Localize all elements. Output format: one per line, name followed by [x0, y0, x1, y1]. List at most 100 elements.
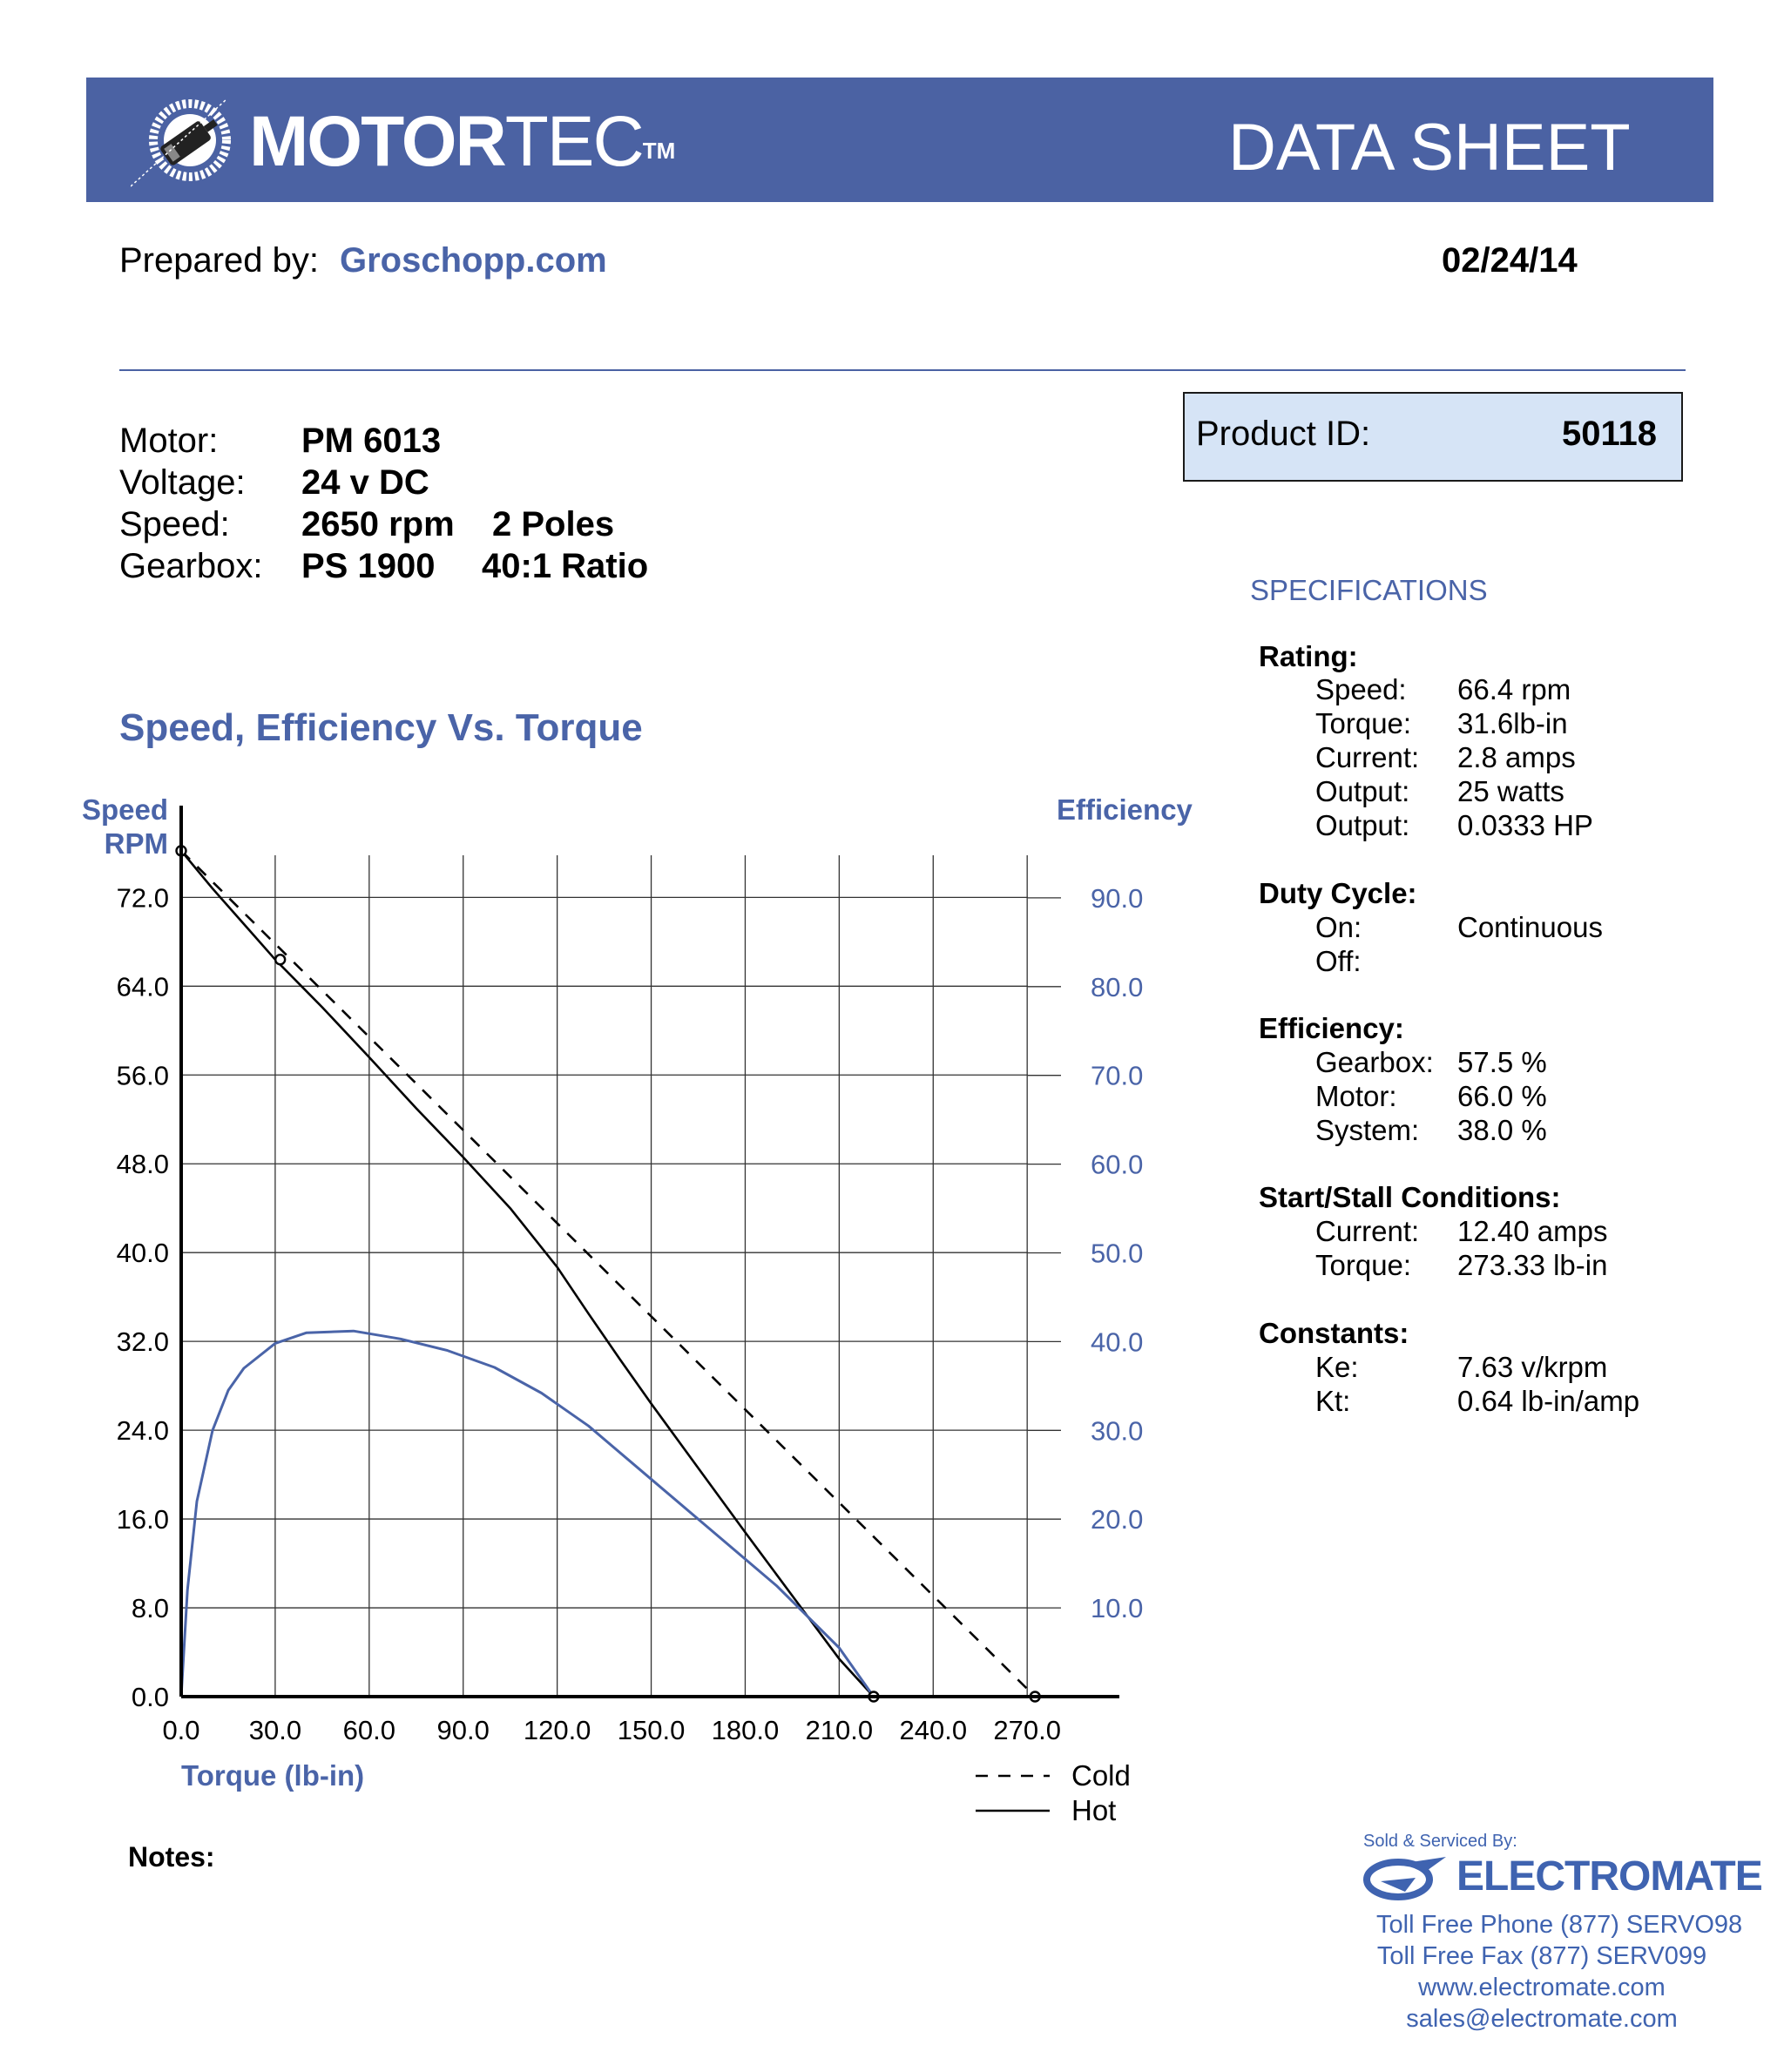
speed-axis-title: Speed	[82, 793, 168, 826]
x-tick-label: 240.0	[899, 1715, 967, 1745]
electromate-logo-icon	[1363, 1857, 1446, 1900]
duty-value: Continuous	[1457, 911, 1603, 943]
x-tick-label: 270.0	[993, 1715, 1061, 1745]
sheet-title: DATA SHEET	[1228, 111, 1631, 185]
gearbox-label: Gearbox:	[119, 547, 263, 585]
poles-value: 2 Poles	[492, 505, 615, 543]
rating-value: 31.6lb-in	[1457, 707, 1568, 739]
y-tick-label: 72.0	[117, 882, 169, 913]
footer-fax: Toll Free Fax (877) SERV099	[1376, 1942, 1707, 1970]
motor-label: Motor:	[119, 422, 219, 460]
x-tick-label: 150.0	[618, 1715, 686, 1745]
brand-thin: TEC	[504, 102, 645, 181]
efficiency-heading: Efficiency:	[1259, 1012, 1404, 1044]
footer-email-link[interactable]: sales@electromate.com	[1406, 2005, 1678, 2033]
series-hot-line	[179, 849, 875, 1697]
specifications-title: SPECIFICATIONS	[1250, 574, 1488, 606]
efficiency-value: 66.0 %	[1457, 1080, 1547, 1112]
rating-value: 0.0333 HP	[1457, 809, 1593, 841]
stall-heading: Start/Stall Conditions:	[1259, 1181, 1561, 1213]
stall-label: Torque:	[1315, 1249, 1412, 1281]
speed-value: 2650 rpm	[301, 505, 455, 543]
duty-label: Off:	[1315, 945, 1362, 977]
x-tick-label: 60.0	[343, 1715, 395, 1745]
speed-label: Speed:	[119, 505, 230, 543]
product-id-label: Product ID:	[1196, 415, 1371, 453]
gearbox-value: PS 1900	[301, 547, 436, 585]
stall-value: 273.33 lb-in	[1457, 1249, 1608, 1281]
efficiency-value: 38.0 %	[1457, 1114, 1547, 1146]
sheet-date: 02/24/14	[1442, 241, 1578, 280]
efficiency-tick-label: 80.0	[1091, 972, 1143, 1002]
x-tick-label: 30.0	[249, 1715, 301, 1745]
torque-axis-title: Torque (lb-in)	[181, 1759, 364, 1792]
motor-value: PM 6013	[301, 422, 442, 460]
y-tick-label: 24.0	[117, 1415, 169, 1446]
y-tick-label: 48.0	[117, 1149, 169, 1179]
series-efficiency-line	[179, 1329, 875, 1697]
data-point-marker	[274, 954, 287, 966]
rating-value: 66.4 rpm	[1457, 673, 1571, 705]
product-id-box	[1183, 392, 1683, 482]
constants-label: Ke:	[1315, 1351, 1359, 1383]
rating-value: 25 watts	[1457, 775, 1564, 807]
rating-label: Torque:	[1315, 707, 1412, 739]
efficiency-value: 57.5 %	[1457, 1046, 1547, 1078]
efficiency-axis-title: Efficiency	[1057, 793, 1193, 826]
prepared-by-label: Prepared by:	[119, 241, 320, 280]
header-divider	[119, 369, 1686, 371]
brand-bold: MOTOR	[249, 102, 507, 181]
efficiency-tick-label: 60.0	[1091, 1150, 1143, 1180]
chart-title: Speed, Efficiency Vs. Torque	[119, 706, 643, 749]
y-tick-label: 40.0	[117, 1238, 169, 1268]
sold-by-label: Sold & Serviced By:	[1363, 1832, 1517, 1851]
efficiency-tick-label: 50.0	[1091, 1238, 1143, 1269]
y-tick-label: 16.0	[117, 1504, 169, 1535]
trademark: TM	[642, 138, 676, 164]
notes-label: Notes:	[128, 1841, 215, 1873]
y-tick-label: 64.0	[117, 971, 169, 1002]
series-cold-line	[180, 849, 1037, 1697]
rating-label: Output:	[1315, 775, 1410, 807]
y-tick-label: 8.0	[132, 1593, 169, 1623]
legend-hot-label: Hot	[1071, 1794, 1116, 1826]
y-tick-label: 32.0	[117, 1326, 169, 1357]
efficiency-tick-label: 10.0	[1091, 1593, 1143, 1623]
stall-value: 12.40 amps	[1457, 1215, 1608, 1247]
stall-label: Current:	[1315, 1215, 1420, 1247]
voltage-label: Voltage:	[119, 463, 246, 502]
efficiency-tick-label: 40.0	[1091, 1326, 1143, 1357]
voltage-value: 24 v DC	[301, 463, 429, 502]
rating-label: Speed:	[1315, 673, 1407, 705]
ratio-value: 40:1 Ratio	[482, 547, 649, 585]
constants-value: 7.63 v/krpm	[1457, 1351, 1608, 1383]
efficiency-label: Motor:	[1315, 1080, 1397, 1112]
constants-label: Kt:	[1315, 1385, 1351, 1417]
efficiency-tick-label: 70.0	[1091, 1061, 1143, 1091]
rating-label: Current:	[1315, 741, 1420, 773]
electromate-name: ELECTROMATE	[1456, 1853, 1763, 1900]
x-tick-label: 120.0	[524, 1715, 591, 1745]
efficiency-label: System:	[1315, 1114, 1420, 1146]
footer-website-link[interactable]: www.electromate.com	[1418, 1974, 1666, 2001]
efficiency-label: Gearbox:	[1315, 1046, 1434, 1078]
efficiency-tick-label: 90.0	[1091, 883, 1143, 914]
duty-label: On:	[1315, 911, 1362, 943]
motortec-logo-icon	[131, 98, 231, 187]
rpm-axis-title: RPM	[105, 827, 168, 860]
prepared-by-value: Groschopp.com	[340, 241, 607, 280]
brand-name: MOTORTECTM	[249, 106, 675, 178]
y-tick-label: 0.0	[132, 1682, 169, 1712]
efficiency-tick-label: 30.0	[1091, 1415, 1143, 1446]
x-tick-label: 180.0	[712, 1715, 780, 1745]
legend-cold-label: Cold	[1071, 1759, 1131, 1792]
rating-label: Output:	[1315, 809, 1410, 841]
rating-value: 2.8 amps	[1457, 741, 1576, 773]
header-band	[86, 78, 1713, 202]
constants-heading: Constants:	[1259, 1317, 1409, 1349]
constants-value: 0.64 lb-in/amp	[1457, 1385, 1640, 1417]
y-tick-label: 56.0	[117, 1060, 169, 1090]
x-tick-label: 210.0	[806, 1715, 874, 1745]
x-tick-label: 0.0	[162, 1715, 199, 1745]
